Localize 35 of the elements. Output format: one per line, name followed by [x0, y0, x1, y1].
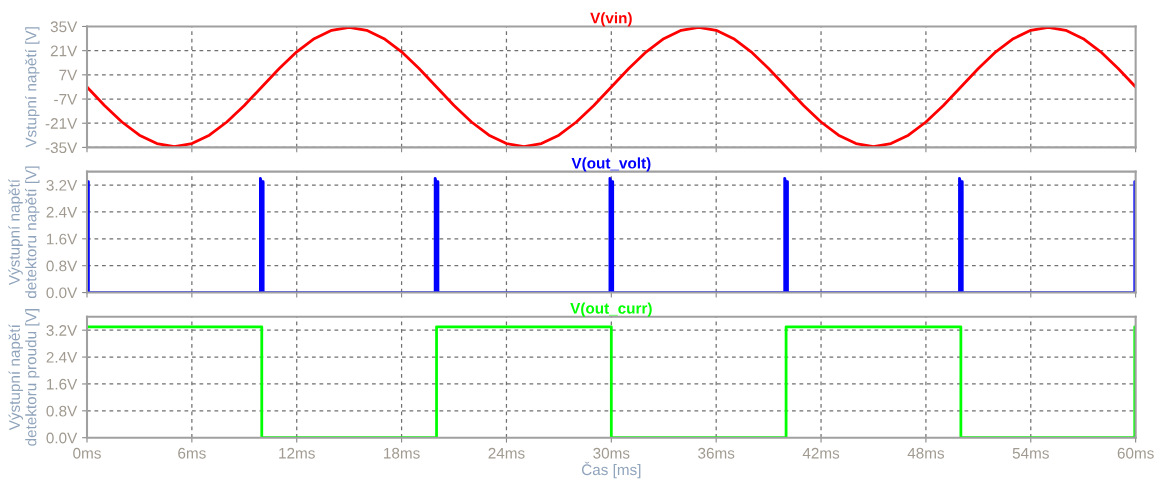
- y-tick-label: -21V: [45, 118, 78, 129]
- y-tick-label: 0.8V: [46, 405, 78, 417]
- y-axis-title: Výstupní napětí detektoru napětí [V]: [8, 166, 40, 299]
- series-label: V(out_curr): [570, 302, 652, 317]
- y-axis-title: Výstupní napětí detektoru proudu [V]: [8, 309, 40, 446]
- y-axis-title: Vstupní napětí [V]: [25, 27, 40, 148]
- x-tick-label: 18ms: [384, 447, 420, 459]
- x-tick-label: 36ms: [698, 447, 735, 459]
- x-tick-label: 12ms: [279, 447, 315, 459]
- y-tick-label: 35V: [50, 21, 78, 33]
- y-tick-label: 1.6V: [47, 233, 78, 245]
- y-tick-label: 1.6V: [47, 378, 78, 390]
- x-tick-label: 24ms: [488, 447, 525, 459]
- y-tick-label: -35V: [45, 142, 78, 154]
- x-tick-label: 60ms: [1117, 447, 1154, 459]
- y-tick-label: 21V: [50, 45, 78, 57]
- y-tick-label: 0.8V: [46, 260, 78, 272]
- x-tick-label: 0ms: [73, 447, 101, 459]
- x-axis-title: Čas [ms]: [581, 461, 641, 479]
- y-tick-label: 0.0V: [46, 287, 78, 299]
- y-tick-label: 2.4V: [46, 351, 78, 363]
- y-tick-label: 3.2V: [46, 325, 78, 336]
- x-tick-label: 42ms: [802, 447, 840, 459]
- series-label: V(vin): [590, 12, 632, 27]
- y-tick-label: 0.0V: [46, 432, 78, 444]
- y-tick-label: 3.2V: [46, 179, 78, 191]
- x-tick-label: 6ms: [178, 447, 206, 459]
- y-tick-label: 7V: [59, 69, 78, 81]
- y-tick-label: 2.4V: [46, 206, 78, 218]
- series-label: V(out_volt): [571, 157, 651, 172]
- line-series: [87, 26, 1136, 148]
- x-tick-label: 48ms: [907, 447, 945, 459]
- x-tick-label: 54ms: [1012, 447, 1049, 459]
- x-tick-label: 30ms: [593, 447, 630, 459]
- y-tick-label: -7V: [54, 94, 78, 105]
